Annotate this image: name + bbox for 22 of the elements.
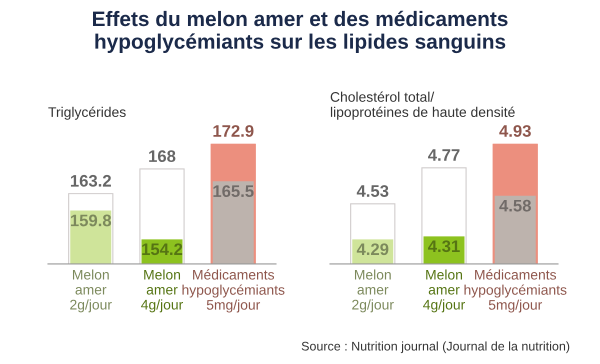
- chart-subtitle: Triglycérides: [48, 106, 126, 120]
- x-tick-label: Médicaments hypoglycémiants 5mg/jour: [464, 269, 566, 313]
- data-label: 4.77: [428, 149, 460, 161]
- data-label: 159.8: [70, 214, 112, 226]
- x-tick-label: Melon amer 2g/jour: [70, 269, 112, 312]
- x-tick-label: Médicaments hypoglycémiants 5mg/jour: [182, 269, 284, 313]
- data-label: 165.5: [213, 185, 254, 198]
- chart-title: Effets du melon amer et des médicaments hypoglycémiants sur les lipides sanguins: [93, 10, 508, 54]
- data-label: 163.2: [70, 174, 111, 187]
- data-label: 4.58: [499, 200, 531, 212]
- data-label: 172.9: [213, 125, 254, 137]
- annotation: Source : Nutrition journal (Journal de la nutrition): [302, 341, 570, 354]
- data-label: 4.29: [356, 243, 388, 256]
- x-tick-label: Melon amer 2g/jour: [352, 269, 394, 312]
- data-label: 168: [149, 150, 176, 162]
- chart-subtitle: Cholestérol total/ lipoprotéines de haute densité: [330, 91, 515, 120]
- data-label: 4.31: [428, 240, 460, 252]
- data-label: 4.93: [499, 125, 531, 137]
- data-label: 154.2: [142, 243, 182, 256]
- data-label: 4.53: [356, 185, 388, 197]
- x-tick-label: Melon amer 4g/jour: [423, 269, 466, 312]
- x-tick-label: Melon amer 4g/jour: [141, 269, 184, 312]
